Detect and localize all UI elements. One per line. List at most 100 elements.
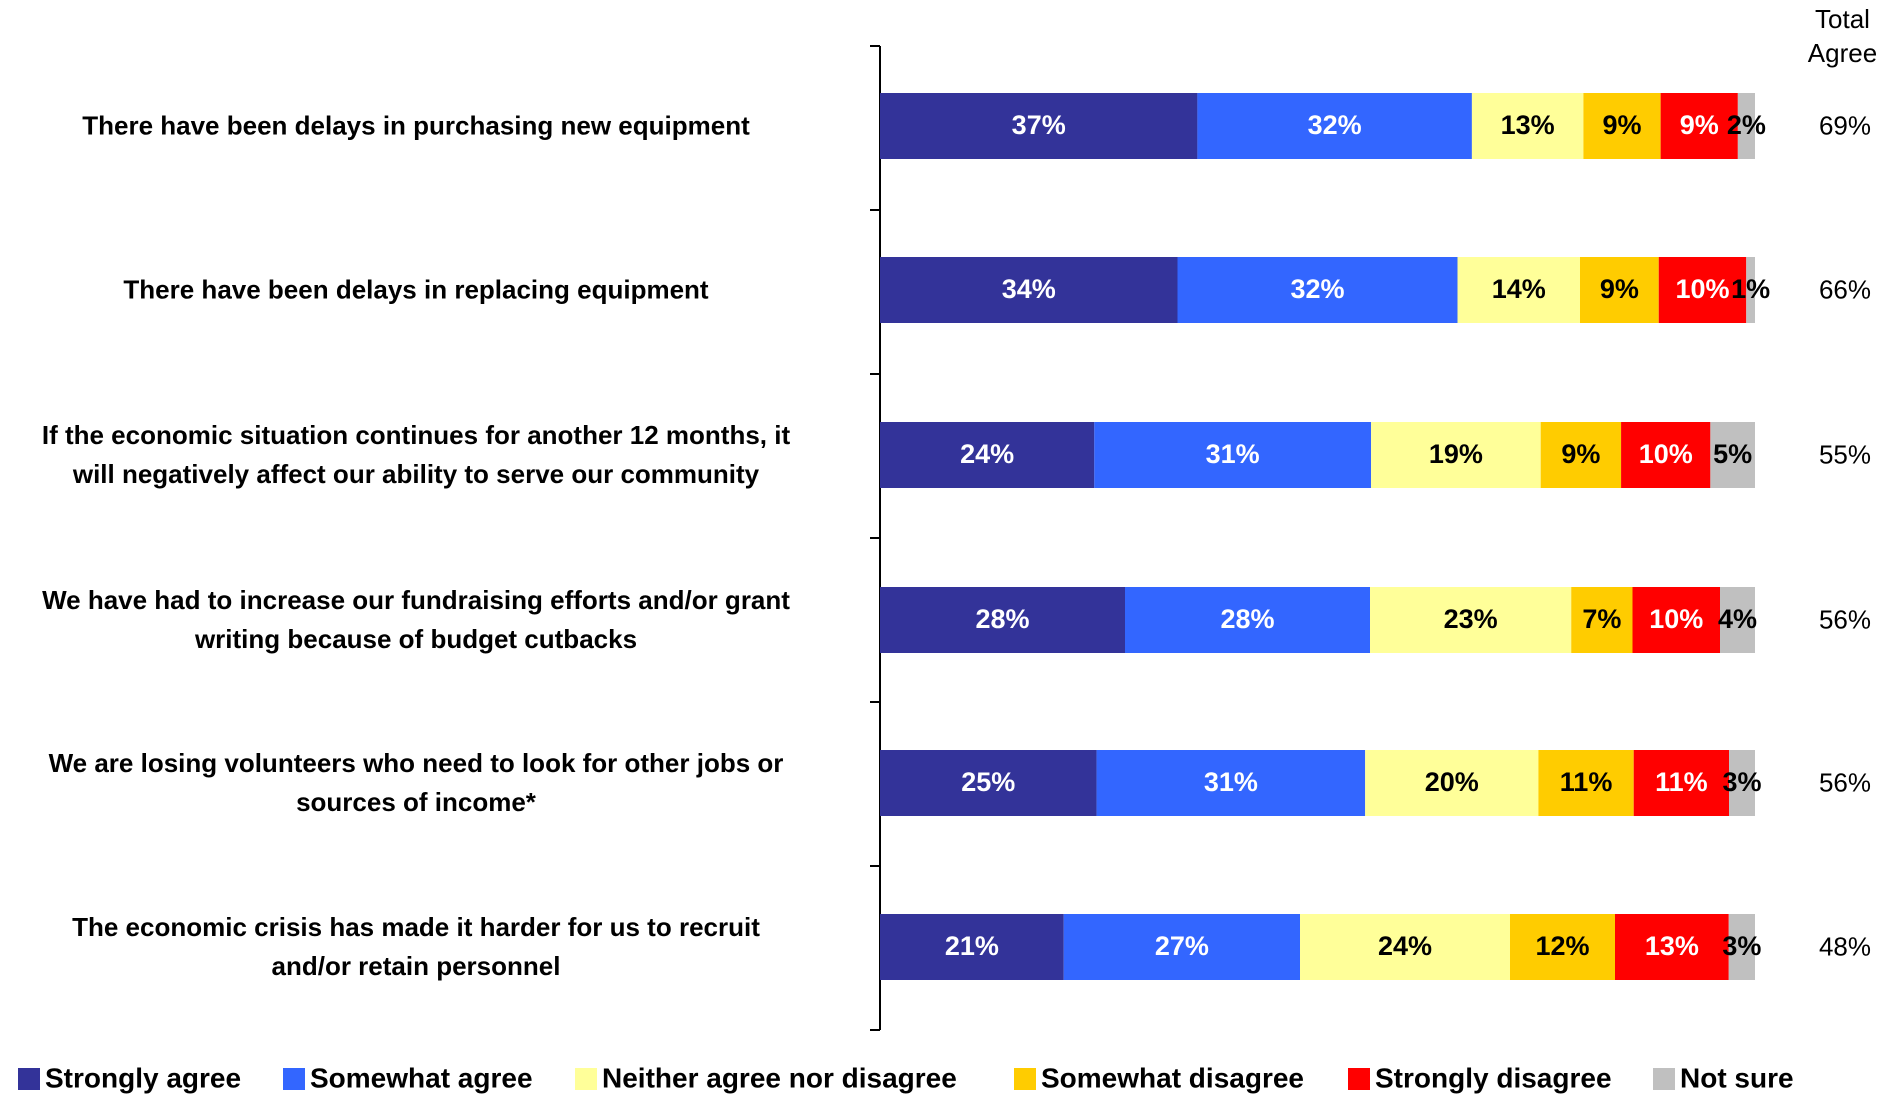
total-agree-label: 55% — [1818, 439, 1872, 470]
bar-segment — [1125, 587, 1370, 653]
bar-segment — [1571, 587, 1633, 653]
bar-segment — [1710, 422, 1755, 488]
data-label: 19% — [1429, 439, 1483, 469]
data-label: 24% — [1378, 931, 1432, 961]
bar-segment — [880, 93, 1198, 159]
data-label: 7% — [1582, 604, 1621, 634]
bar-segment — [1300, 914, 1510, 980]
axis-ticks — [870, 45, 880, 1031]
category-label: There have been delays in replacing equi… — [123, 274, 709, 305]
bar-segment — [880, 257, 1178, 323]
bar-segment — [1063, 914, 1300, 980]
bar-segment — [1729, 750, 1755, 816]
data-label: 27% — [1155, 931, 1209, 961]
legend-swatch — [1348, 1068, 1370, 1090]
data-label: 31% — [1206, 439, 1260, 469]
data-label: 31% — [1204, 767, 1258, 797]
data-label: 1% — [1731, 274, 1770, 304]
data-label: 9% — [1603, 110, 1642, 140]
data-label: 28% — [975, 604, 1029, 634]
data-label: 37% — [1012, 110, 1066, 140]
data-label: 13% — [1501, 110, 1555, 140]
data-label: 28% — [1220, 604, 1274, 634]
data-label: 10% — [1639, 439, 1693, 469]
data-label: 9% — [1561, 439, 1600, 469]
data-label: 14% — [1492, 274, 1546, 304]
bar-segment — [1615, 914, 1729, 980]
bar-segment — [1365, 750, 1539, 816]
legend-label: Strongly agree — [45, 1062, 241, 1093]
category-label: There have been delays in purchasing new… — [82, 110, 750, 141]
bar-segment — [1094, 422, 1372, 488]
bar-segment — [880, 750, 1097, 816]
data-label: 21% — [945, 931, 999, 961]
bar-segment — [1660, 93, 1738, 159]
bar-segment — [1457, 257, 1580, 323]
legend-label: Somewhat agree — [310, 1062, 533, 1093]
category-label: We are losing volunteers who need to loo… — [48, 748, 784, 817]
bar-segment — [1583, 93, 1661, 159]
legend-swatch — [18, 1068, 40, 1090]
bar-segment — [1633, 750, 1730, 816]
total-agree-label: 69% — [1818, 110, 1872, 141]
data-label: 32% — [1308, 110, 1362, 140]
data-label: 9% — [1600, 274, 1639, 304]
total-agree-label: 56% — [1818, 604, 1872, 635]
bar-segment — [1370, 587, 1572, 653]
bar-segment — [1538, 750, 1634, 816]
data-label: 4% — [1718, 604, 1757, 634]
bar-segment — [1371, 422, 1541, 488]
data-label: 34% — [1002, 274, 1056, 304]
bar-segment — [1621, 422, 1711, 488]
legend-label: Strongly disagree — [1375, 1062, 1612, 1093]
data-label: 11% — [1560, 767, 1613, 797]
total-agree-label: 66% — [1818, 274, 1872, 305]
bar-segment — [1580, 257, 1659, 323]
data-label: 24% — [960, 439, 1014, 469]
category-label: If the economic situation continues for … — [41, 420, 791, 489]
bar-segment — [1632, 587, 1720, 653]
data-label: 3% — [1722, 931, 1761, 961]
legend-swatch — [575, 1068, 597, 1090]
data-label: 25% — [961, 767, 1015, 797]
data-label: 10% — [1649, 604, 1703, 634]
legend-swatch — [1014, 1068, 1036, 1090]
legend-label: Neither agree nor disagree — [602, 1062, 957, 1093]
bar-segment — [1540, 422, 1622, 488]
data-label: 12% — [1535, 931, 1589, 961]
data-label: 10% — [1675, 274, 1729, 304]
legend-swatch — [283, 1068, 305, 1090]
legend-swatch — [1653, 1068, 1675, 1090]
bar-segment — [1177, 257, 1458, 323]
total-agree-label: 56% — [1818, 767, 1872, 798]
bar-segment — [1510, 914, 1615, 980]
data-label: 20% — [1425, 767, 1479, 797]
bar-segment — [1658, 257, 1747, 323]
data-label: 2% — [1727, 110, 1766, 140]
bar-segment — [880, 422, 1095, 488]
bar-segment — [1737, 93, 1755, 159]
legend-label: Not sure — [1680, 1062, 1794, 1093]
data-label: 9% — [1680, 110, 1719, 140]
total-agree-title: Total Agree — [1807, 4, 1878, 68]
bar-segment — [1728, 914, 1755, 980]
bar-segment — [1746, 257, 1755, 323]
data-label: 11% — [1655, 767, 1708, 797]
total-agree-label: 48% — [1818, 931, 1872, 962]
category-label: We have had to increase our fundraising … — [42, 585, 790, 654]
data-label: 32% — [1290, 274, 1344, 304]
bar-segment — [1471, 93, 1584, 159]
bar-segment — [880, 914, 1064, 980]
category-label: The economic crisis has made it harder f… — [72, 912, 760, 981]
bar-segment — [1720, 587, 1755, 653]
bar-segment — [880, 587, 1125, 653]
data-label: 5% — [1713, 439, 1752, 469]
data-label: 23% — [1444, 604, 1498, 634]
data-label: 13% — [1645, 931, 1699, 961]
legend-label: Somewhat disagree — [1041, 1062, 1304, 1093]
bar-segment — [1096, 750, 1366, 816]
bar-segment — [1197, 93, 1472, 159]
data-label: 3% — [1722, 767, 1761, 797]
